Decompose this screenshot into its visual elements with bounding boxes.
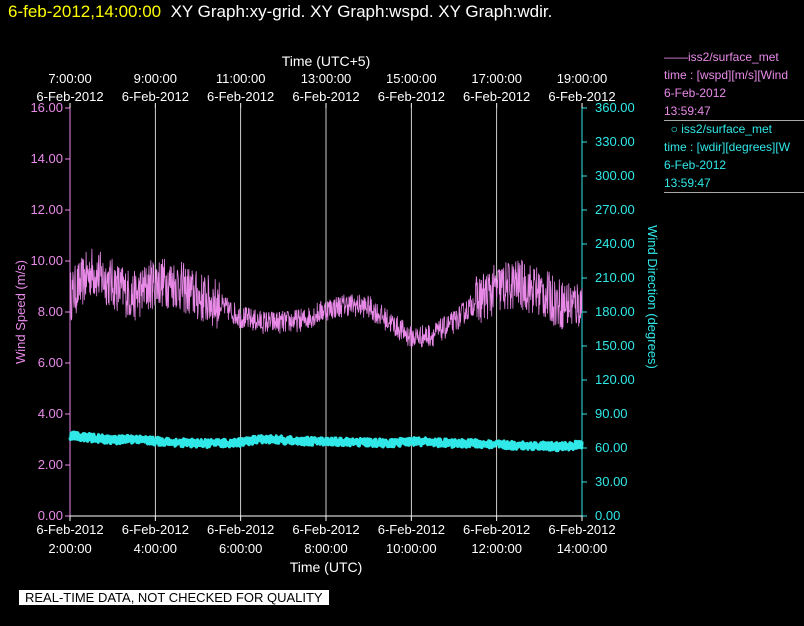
bottom-tick-time: 12:00:00 — [471, 541, 522, 556]
bottom-tick-date: 6-Feb-2012 — [292, 522, 359, 537]
bottom-tick-date: 6-Feb-2012 — [378, 522, 445, 537]
right-tick-label: 0.00 — [595, 508, 620, 523]
bottom-tick-date: 6-Feb-2012 — [463, 522, 530, 537]
legend-wdir-desc: time : [wdir][degrees][W — [664, 140, 791, 154]
left-tick-label: 4.00 — [38, 406, 63, 421]
legend-wdir-name: ○ iss2/surface_met — [670, 122, 772, 136]
bottom-tick-date: 6-Feb-2012 — [36, 522, 103, 537]
left-tick-label: 6.00 — [38, 355, 63, 370]
top-tick-time: 17:00:00 — [471, 71, 522, 86]
legend-wspd-name: ——iss2/surface_met — [664, 50, 779, 64]
top-tick-time: 7:00:00 — [48, 71, 91, 86]
right-tick-label: 30.00 — [595, 474, 628, 489]
bottom-tick-date: 6-Feb-2012 — [122, 522, 189, 537]
header: 6-feb-2012,14:00:00 XY Graph:xy-grid. XY… — [8, 2, 552, 22]
left-tick-label: 8.00 — [38, 304, 63, 319]
top-tick-date: 6-Feb-2012 — [378, 89, 445, 104]
timestamp: 6-feb-2012,14:00:00 — [8, 2, 162, 21]
right-tick-label: 360.00 — [595, 100, 635, 115]
right-tick-label: 300.00 — [595, 168, 635, 183]
top-tick-date: 6-Feb-2012 — [122, 89, 189, 104]
legend-wdir-time: 13:59:47 — [664, 174, 804, 193]
bottom-tick-time: 4:00:00 — [134, 541, 177, 556]
left-tick-label: 2.00 — [38, 457, 63, 472]
top-tick-date: 6-Feb-2012 — [463, 89, 530, 104]
x-axis-title: Time (UTC) — [290, 559, 363, 575]
left-tick-label: 14.00 — [30, 151, 63, 166]
top-tick-time: 11:00:00 — [216, 71, 266, 86]
right-tick-label: 90.00 — [595, 406, 628, 421]
bottom-tick-time: 2:00:00 — [48, 541, 91, 556]
graph-title: XY Graph:xy-grid. XY Graph:wspd. XY Grap… — [170, 2, 553, 21]
top-tick-time: 15:00:00 — [386, 71, 437, 86]
line-marker-icon: —— — [664, 50, 688, 64]
top-tick-time: 13:00:00 — [301, 71, 352, 86]
bottom-tick-time: 14:00:00 — [557, 541, 608, 556]
top-tick-date: 6-Feb-2012 — [36, 89, 103, 104]
right-tick-label: 210.00 — [595, 270, 635, 285]
right-tick-label: 180.00 — [595, 304, 635, 319]
right-tick-label: 270.00 — [595, 202, 635, 217]
top-tick-date: 6-Feb-2012 — [207, 89, 274, 104]
right-tick-label: 150.00 — [595, 338, 635, 353]
top-tick-date: 6-Feb-2012 — [548, 89, 615, 104]
circle-marker-icon: ○ — [670, 122, 678, 136]
left-tick-label: 16.00 — [30, 100, 63, 115]
right-tick-label: 330.00 — [595, 134, 635, 149]
left-tick-label: 12.00 — [30, 202, 63, 217]
legend-wspd: ——iss2/surface_met time : [wspd][m/s][Wi… — [664, 48, 804, 121]
series-wspd-line — [69, 248, 583, 349]
legend-wdir: ○ iss2/surface_met time : [wdir][degrees… — [664, 120, 804, 193]
top-tick-time: 9:00:00 — [134, 71, 177, 86]
top-tick-time: 19:00:00 — [557, 71, 608, 86]
bottom-tick-time: 8:00:00 — [304, 541, 347, 556]
right-axis-title: Wind Direction (degrees) — [645, 225, 660, 369]
left-tick-label: 10.00 — [30, 253, 63, 268]
bottom-tick-date: 6-Feb-2012 — [207, 522, 274, 537]
top-axis-title: Time (UTC+5) — [282, 53, 371, 69]
left-axis-title: Wind Speed (m/s) — [13, 260, 28, 364]
right-tick-label: 60.00 — [595, 440, 628, 455]
right-tick-label: 120.00 — [595, 372, 635, 387]
bottom-tick-date: 6-Feb-2012 — [548, 522, 615, 537]
bottom-tick-time: 6:00:00 — [219, 541, 262, 556]
legend-wspd-time: 13:59:47 — [664, 102, 804, 121]
bottom-tick-time: 10:00:00 — [386, 541, 437, 556]
right-tick-label: 240.00 — [595, 236, 635, 251]
series-wdir-line — [68, 430, 584, 453]
quality-disclaimer: REAL-TIME DATA, NOT CHECKED FOR QUALITY — [19, 590, 329, 605]
legend-wspd-desc: time : [wspd][m/s][Wind — [664, 68, 789, 82]
left-tick-label: 0.00 — [38, 508, 63, 523]
legend-wdir-date: 6-Feb-2012 — [664, 158, 727, 172]
legend-wspd-date: 6-Feb-2012 — [664, 86, 727, 100]
top-tick-date: 6-Feb-2012 — [292, 89, 359, 104]
